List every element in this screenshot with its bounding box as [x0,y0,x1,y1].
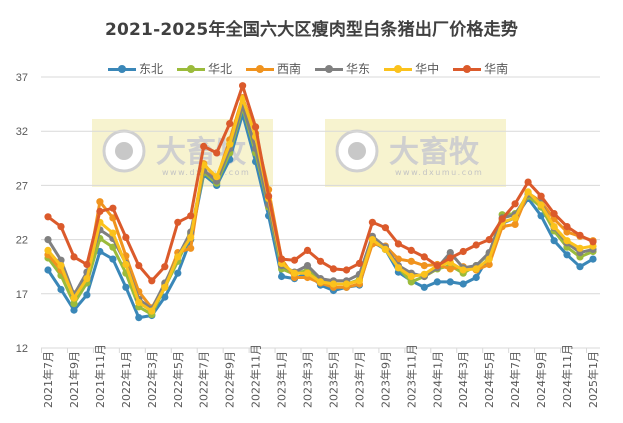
x-tick-label: 2024年3月 [456,351,470,408]
x-tick-label: 2023年5月 [326,351,340,408]
legend-line-marker-icon [246,64,275,74]
series-line [44,82,597,285]
x-tick-label: 2023年3月 [301,351,315,408]
chart-title: 2021-2025年全国六大区瘦肉型白条猪出厂价格走势 [104,20,519,40]
x-tick-label: 2022年3月 [145,351,159,408]
x-tick-label: 2022年9月 [223,351,237,408]
y-tick-label: 22 [16,235,28,247]
y-tick-label: 12 [16,343,28,355]
legend-label: 华东 [346,62,371,76]
y-tick-label: 17 [16,289,28,301]
x-tick-label: 2021年7月 [41,351,55,408]
x-tick-label: 2022年11月 [249,344,263,408]
x-tick-label: 2023年9月 [378,351,392,408]
x-tick-label: 2025年1月 [586,351,600,408]
x-tick-label: 2023年1月 [275,351,289,408]
legend-item: 西南 [246,60,301,77]
legend-line-marker-icon [315,64,344,74]
legend-item: 华北 [177,60,232,77]
svg-text:大畜牧: 大畜牧 [389,135,480,170]
x-tick-label: 2024年5月 [482,351,496,408]
chart-legend: 东北 华北 西南 华东 华中 华南 [108,60,508,77]
legend-item: 华中 [384,60,439,77]
x-tick-label: 2021年11月 [93,344,107,408]
legend-line-marker-icon [177,64,206,74]
legend-label: 东北 [139,62,164,76]
y-tick-label: 37 [16,72,28,84]
x-tick-label: 2022年5月 [171,351,185,408]
x-tick-label: 2022年7月 [197,351,211,408]
legend-label: 西南 [277,62,302,76]
x-tick-label: 2023年11月 [404,344,418,408]
x-tick-label: 2024年11月 [560,344,574,408]
legend-line-marker-icon [108,64,136,74]
x-tick-label: 2024年1月 [430,351,444,408]
x-tick-label: 2024年9月 [534,351,548,408]
x-tick-label: 2024年7月 [508,351,522,408]
legend-line-marker-icon [384,64,413,74]
legend-item: 东北 [108,60,163,77]
y-tick-label: 32 [16,126,28,138]
legend-item: 华东 [315,60,370,77]
y-tick-label: 27 [16,180,28,192]
svg-text:www.dxumu.com: www.dxumu.com [395,168,483,177]
legend-label: 华南 [484,62,509,76]
x-tick-label: 2021年9月 [67,351,81,408]
x-tick-label: 2022年1月 [119,351,133,408]
legend-item: 华南 [453,60,508,77]
legend-label: 华北 [208,62,233,76]
legend-label: 华中 [415,62,440,76]
legend-line-marker-icon [453,64,482,74]
x-tick-label: 2023年7月 [352,351,366,408]
